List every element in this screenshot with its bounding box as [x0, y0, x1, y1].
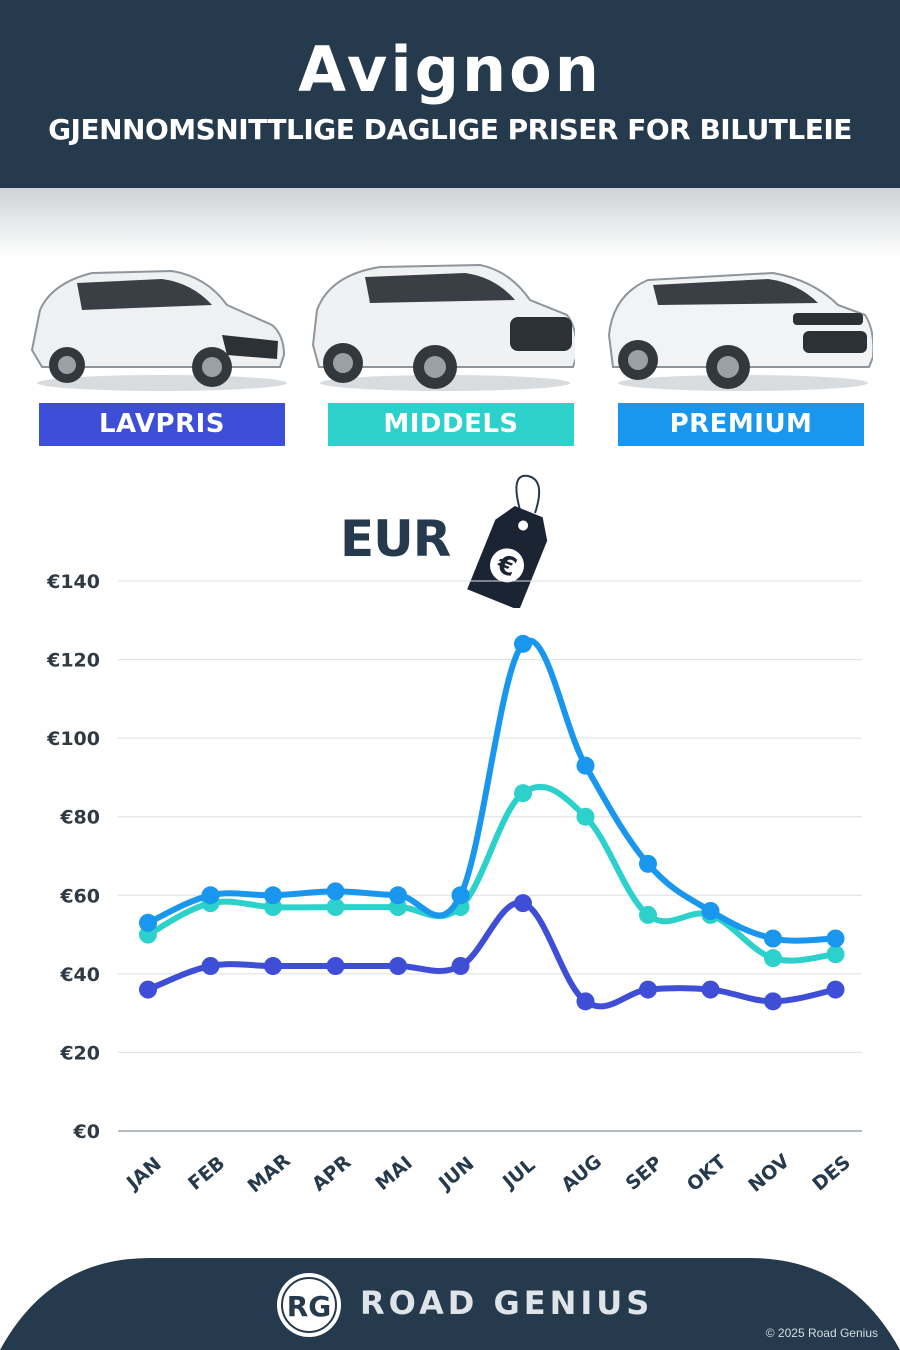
- data-point-premium: [701, 902, 720, 920]
- page-title: Avignon: [298, 33, 602, 106]
- data-point-middels: [576, 807, 595, 826]
- series-line-lavpris: [145, 899, 839, 1010]
- data-point-middels: [326, 898, 345, 917]
- premium-suv-car-image: [607, 271, 873, 391]
- x-tick-label: DES: [808, 1151, 855, 1195]
- y-tick-label: €40: [59, 964, 100, 986]
- y-tick-label: €80: [59, 807, 100, 829]
- badge-lavpris: LAVPRIS: [39, 403, 285, 446]
- y-tick-label: €120: [46, 650, 100, 672]
- currency-label: EUR: [340, 510, 451, 568]
- data-point-middels: [514, 784, 532, 803]
- data-point-lavpris: [826, 980, 845, 999]
- data-point-lavpris: [201, 957, 220, 975]
- svg-text:RG: RG: [287, 1290, 332, 1323]
- data-point-premium: [201, 886, 220, 905]
- suv-car-image: [311, 263, 575, 391]
- x-tick-label: JAN: [121, 1153, 166, 1195]
- data-point-premium: [826, 929, 845, 948]
- data-point-premium: [576, 756, 595, 775]
- y-tick-label: €20: [59, 1042, 100, 1064]
- footer-band: [0, 1258, 900, 1350]
- data-point-premium: [139, 913, 157, 932]
- data-point-lavpris: [764, 992, 782, 1011]
- header-shadow: [0, 188, 900, 258]
- badge-middels: MIDDELS: [328, 403, 574, 446]
- data-point-middels: [826, 945, 845, 964]
- data-point-lavpris: [264, 957, 282, 975]
- x-tick-label: JUN: [433, 1153, 478, 1196]
- x-tick-label: AUG: [557, 1150, 606, 1196]
- data-point-premium: [764, 929, 782, 948]
- road-genius-logo: RG: [277, 1273, 341, 1337]
- data-point-lavpris: [514, 894, 532, 913]
- badge-premium: PREMIUM: [618, 403, 864, 446]
- x-tick-label: MAI: [371, 1152, 416, 1195]
- data-point-premium: [451, 886, 470, 905]
- x-tick-label: OKT: [683, 1151, 731, 1196]
- data-point-lavpris: [139, 980, 157, 999]
- series-line-middels: [145, 783, 839, 964]
- euro-price-tag-icon: €: [467, 474, 548, 608]
- x-tick-label: SEP: [622, 1152, 667, 1195]
- x-tick-label: APR: [308, 1151, 356, 1196]
- x-tick-label: FEB: [184, 1152, 229, 1195]
- header-banner: Avignon GJENNOMSNITTLIGE DAGLIGE PRISER …: [0, 0, 900, 188]
- y-tick-label: €60: [59, 885, 100, 907]
- brand-name: ROAD GENIUS: [360, 1284, 654, 1322]
- data-point-premium: [264, 886, 282, 905]
- data-point-lavpris: [701, 980, 720, 999]
- y-tick-label: €140: [46, 571, 100, 593]
- data-point-lavpris: [389, 957, 407, 975]
- data-point-lavpris: [451, 957, 470, 975]
- data-point-premium: [639, 854, 657, 873]
- data-point-premium: [389, 886, 407, 905]
- y-tick-label: €100: [46, 728, 100, 750]
- x-tick-label: NOV: [744, 1150, 794, 1197]
- data-point-premium: [326, 882, 345, 901]
- x-tick-label: MAR: [244, 1149, 295, 1197]
- data-point-lavpris: [576, 992, 595, 1011]
- copyright-text: © 2025 Road Genius: [765, 1326, 878, 1340]
- data-point-premium: [514, 634, 532, 653]
- x-tick-label: JUL: [497, 1154, 539, 1194]
- page-subtitle: GJENNOMSNITTLIGE DAGLIGE PRISER FOR BILU…: [48, 113, 852, 146]
- hatchback-car-image: [30, 269, 287, 391]
- data-point-middels: [764, 949, 782, 968]
- data-point-lavpris: [639, 980, 657, 999]
- price-line-chart: €0 €20 €40 €60 €80 €100 €120 €140 JAN FEB MAR APR MA…: [46, 571, 862, 1197]
- data-point-middels: [639, 905, 657, 924]
- data-point-lavpris: [326, 957, 345, 975]
- y-tick-label: €0: [73, 1121, 100, 1143]
